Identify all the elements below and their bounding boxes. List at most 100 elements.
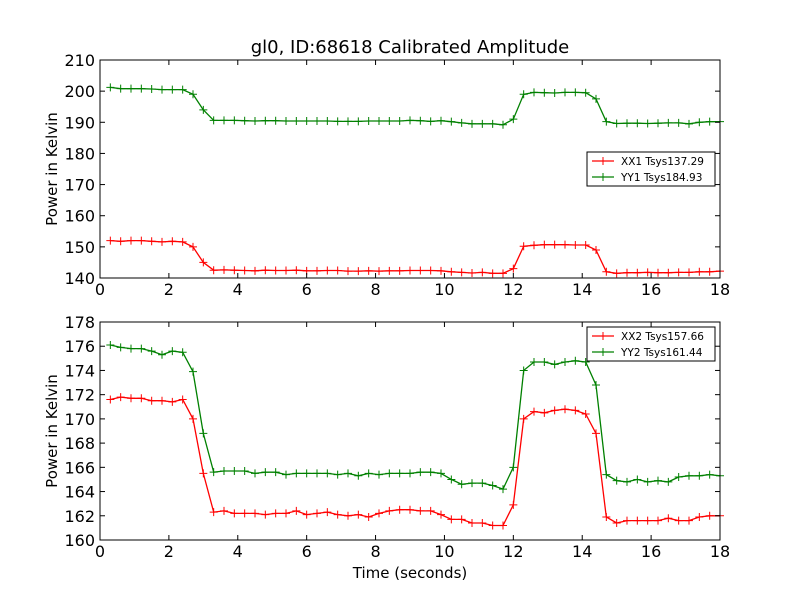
data-point: [168, 397, 177, 406]
data-point: [230, 116, 239, 125]
data-point: [261, 266, 270, 275]
data-point: [612, 476, 621, 485]
data-point: [323, 469, 332, 478]
data-point: [116, 84, 125, 93]
data-point: [292, 266, 301, 275]
data-point: [106, 395, 115, 404]
data-point: [695, 471, 704, 480]
x-tick-label: 16: [641, 280, 661, 299]
data-point: [509, 115, 518, 124]
data-point: [220, 265, 228, 274]
data-point: [592, 245, 600, 254]
data-point: [251, 117, 259, 126]
data-point: [550, 89, 559, 98]
x-tick-label: 12: [503, 542, 523, 561]
data-point: [602, 267, 611, 276]
plot-frame: [99, 321, 721, 541]
x-tick-label: 16: [641, 542, 661, 561]
data-point: [282, 266, 290, 275]
data-point: [199, 429, 208, 438]
data-point: [509, 264, 518, 273]
data-point: [240, 509, 249, 518]
y-tick-label: 180: [64, 144, 95, 163]
data-point: [271, 116, 280, 125]
data-point: [364, 266, 373, 275]
data-point: [561, 240, 569, 249]
y-tick-label: 178: [64, 313, 95, 332]
data-point: [406, 266, 414, 275]
data-point: [623, 119, 631, 128]
data-point: [426, 117, 435, 126]
data-point: [612, 519, 621, 528]
legend-marker: [599, 348, 607, 356]
data-point: [540, 240, 549, 249]
legend-marker: [599, 173, 607, 181]
data-point: [561, 357, 569, 366]
data-point: [168, 347, 177, 356]
data-point: [457, 118, 466, 127]
data-point: [364, 512, 373, 521]
data-point: [664, 118, 673, 127]
data-point: [705, 267, 714, 276]
data-point: [240, 466, 249, 475]
x-tick-label: 14: [572, 280, 592, 299]
data-point: [333, 470, 342, 479]
data-point: [643, 119, 652, 128]
data-point: [623, 516, 631, 525]
data-point: [261, 510, 270, 519]
data-point: [116, 393, 125, 402]
y-tick-label: 176: [64, 337, 95, 356]
data-point: [654, 119, 662, 128]
data-point: [209, 116, 218, 125]
data-point: [189, 242, 197, 251]
data-point: [282, 470, 290, 479]
data-point: [189, 414, 197, 423]
data-point: [602, 470, 611, 479]
data-point: [468, 119, 476, 128]
data-point: [602, 117, 611, 126]
data-point: [561, 88, 569, 97]
data-point: [147, 84, 156, 93]
data-point: [488, 119, 497, 128]
data-point: [375, 470, 383, 479]
data-point: [364, 117, 373, 126]
data-point: [612, 119, 621, 128]
data-point: [354, 267, 363, 276]
data-point: [199, 258, 208, 267]
data-point: [550, 406, 559, 415]
data-point: [395, 266, 404, 275]
data-point: [633, 268, 642, 277]
x-tick-label: 10: [434, 542, 454, 561]
data-point: [509, 500, 518, 509]
bottom-plot: 0 2 4 6 8 10 12 14 16 18 160 162 164 166 168 170 172 174 1…: [43, 313, 730, 582]
data-point: [581, 88, 590, 97]
legend-label: YY2 Tsys161.44: [620, 347, 703, 359]
x-tick-label: 6: [302, 542, 312, 561]
data-point: [106, 83, 115, 92]
y-axis-label: Power in Kelvin: [43, 374, 61, 488]
data-point: [147, 396, 156, 405]
data-point: [664, 514, 673, 523]
data-point: [478, 519, 487, 528]
data-point: [664, 268, 673, 277]
data-point: [313, 266, 321, 275]
data-point: [447, 117, 456, 126]
data-point: [457, 268, 466, 277]
data-point: [685, 471, 693, 480]
data-point: [509, 463, 518, 472]
data-point: [468, 519, 476, 528]
data-point: [561, 405, 569, 414]
x-tick-label: 8: [370, 542, 380, 561]
data-point: [375, 509, 383, 518]
data-point: [158, 350, 166, 359]
data-point: [571, 356, 580, 365]
y-tick-label: 172: [64, 386, 95, 405]
data-point: [447, 267, 456, 276]
data-point: [426, 506, 435, 515]
data-point: [654, 516, 662, 525]
data-point: [674, 516, 683, 525]
legend-label: XX2 Tsys157.66: [621, 331, 704, 343]
x-tick-label: 6: [302, 280, 312, 299]
data-point: [106, 236, 115, 245]
data-point: [158, 396, 166, 405]
